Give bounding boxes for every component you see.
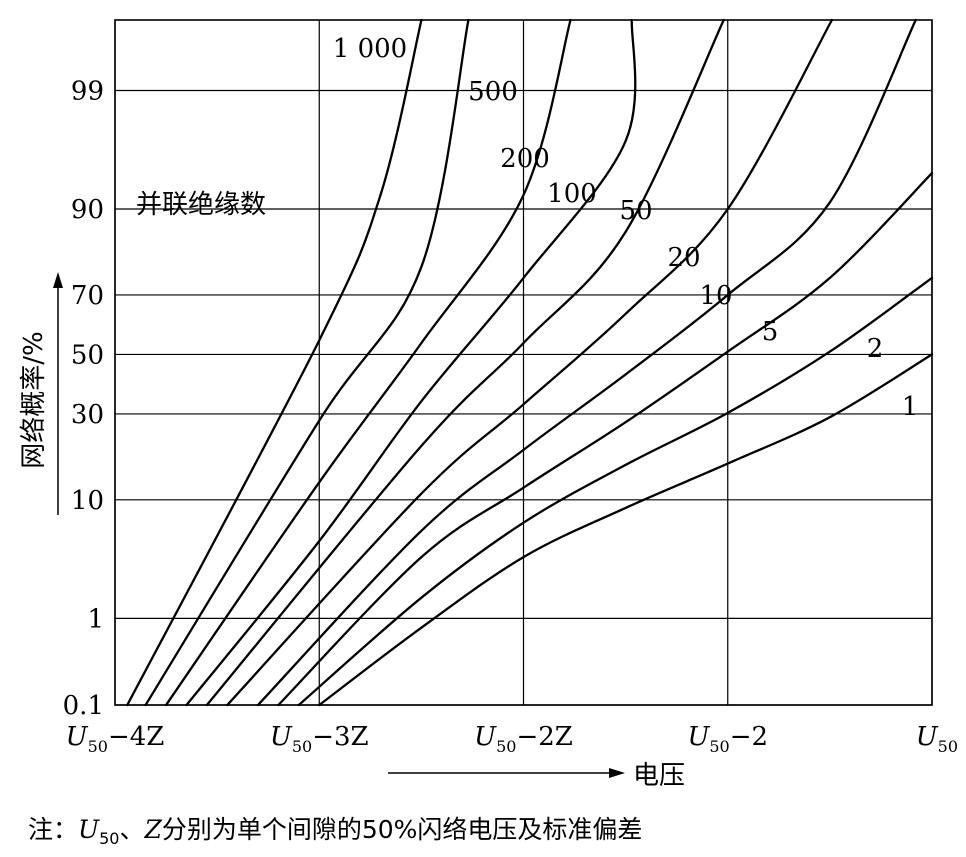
curves — [126, 18, 934, 707]
x-tick-label: U50−4Z — [66, 722, 165, 756]
curve-10 — [256, 18, 917, 707]
footnote-u: U — [78, 815, 100, 844]
y-axis-label-group: 网络概率/% — [19, 272, 63, 515]
x-tick-label: U50 — [916, 722, 958, 756]
x-tick-label: U50−3Z — [270, 722, 369, 756]
series-label: 100 — [547, 179, 597, 209]
series-label: 50 — [619, 196, 652, 226]
x-tick-label: U50−2 — [687, 722, 768, 756]
curve-200 — [164, 18, 572, 707]
y-tick-label: 30 — [71, 400, 104, 430]
footnote-separator: 、 — [119, 815, 144, 844]
x-tick-labels: U50−4Z U50−3Z U50−2Z U50−2 U50 — [66, 722, 958, 756]
series-label: 20 — [667, 243, 700, 273]
x-axis-label: 电压 — [633, 761, 685, 791]
x-tick-label: U50−2Z — [474, 722, 573, 756]
series-labels: 12 5 10 20 50 100 200 500 1 000 — [333, 34, 918, 422]
y-tick-label: 1 — [87, 604, 104, 634]
y-axis-label: 网络概率/% — [19, 331, 49, 468]
footnote-z: Z — [143, 815, 162, 844]
series-label: 200 — [500, 144, 550, 174]
curve-1 — [318, 353, 934, 707]
series-label: 500 — [468, 77, 518, 107]
footnote: 注：U50、Z分别为单个间隙的50%闪络电压及标准偏差 — [28, 815, 642, 848]
footnote-text: 分别为单个间隙的50%闪络电压及标准偏差 — [162, 815, 643, 844]
curve-20 — [226, 18, 834, 707]
y-axis-arrow-head — [53, 272, 63, 288]
y-tick-label: 0.1 — [63, 691, 104, 721]
y-tick-label: 90 — [71, 195, 104, 225]
curve-100 — [185, 18, 637, 707]
y-tick-label: 70 — [71, 281, 104, 311]
plot-border — [114, 19, 933, 706]
y-tick-label: 50 — [71, 340, 104, 370]
x-axis-arrow-head — [609, 768, 625, 778]
series-label: 2 — [867, 334, 884, 364]
footnote-u-sub: 50 — [99, 829, 119, 848]
y-tick-label: 10 — [71, 486, 104, 516]
curve-1000 — [126, 18, 423, 707]
series-label: 1 000 — [333, 34, 407, 64]
plot-frame — [114, 19, 933, 706]
legend-title: 并联绝缘数 — [136, 190, 266, 220]
y-tick-label: 99 — [71, 77, 104, 107]
series-label: 10 — [699, 281, 732, 311]
curve-5 — [277, 171, 934, 707]
x-axis-label-group: 电压 — [388, 761, 685, 791]
footnote-prefix: 注： — [28, 815, 78, 844]
y-tick-labels: 0.1 1 10 30 50 70 90 99 — [63, 77, 104, 721]
curve-500 — [144, 18, 470, 707]
series-label: 1 — [902, 392, 919, 422]
curve-50 — [205, 18, 725, 707]
curve-2 — [297, 276, 934, 707]
series-label: 5 — [762, 317, 779, 347]
